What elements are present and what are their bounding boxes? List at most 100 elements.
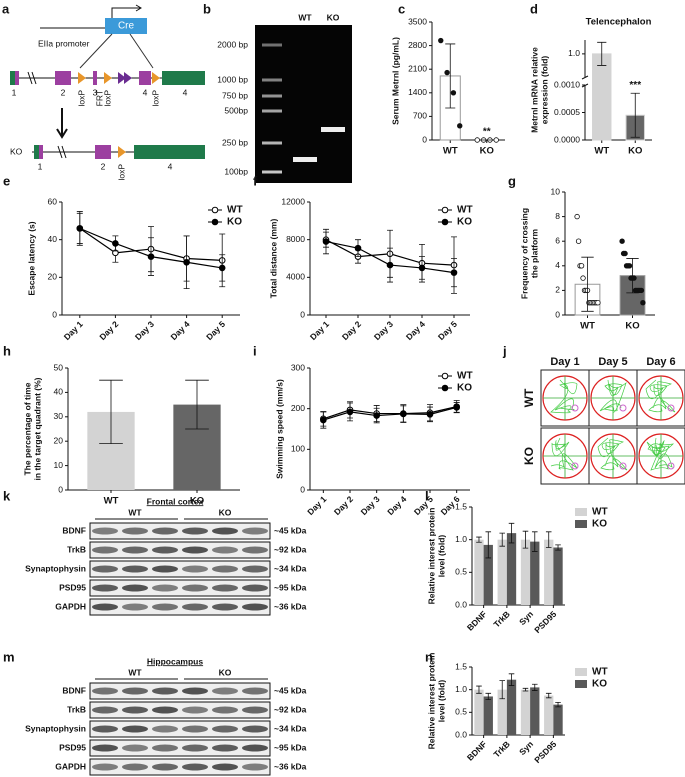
blot-band — [212, 744, 238, 752]
line-marker — [218, 264, 226, 272]
y-axis-label: level (fold) — [436, 680, 446, 723]
data-point — [438, 37, 444, 44]
exon — [15, 71, 19, 85]
quadrant-lines — [591, 376, 635, 420]
bar — [497, 689, 507, 735]
error-bar — [597, 41, 607, 66]
ladder-band — [262, 94, 282, 98]
bar — [544, 539, 554, 605]
legend-marker — [211, 218, 219, 226]
data-point — [640, 300, 646, 306]
y-tick-label: 20 — [54, 435, 64, 445]
loxp-site — [118, 146, 126, 158]
blot-band — [212, 603, 238, 611]
x-tick-label: WT — [580, 321, 595, 332]
marker-label: 2000 bp — [217, 39, 248, 49]
x-tick-label: Syn — [517, 739, 535, 757]
blot-band — [152, 763, 178, 771]
line-marker — [453, 404, 460, 411]
legend-label: KO — [457, 217, 472, 228]
x-tick-label: KO — [480, 146, 494, 157]
blot-strip — [89, 682, 271, 700]
marker-label: 500bp — [224, 105, 248, 115]
frt-label: FRT — [94, 90, 104, 106]
y-axis-label: Swimming speed (mm/s) — [274, 379, 284, 479]
exon — [139, 71, 151, 85]
legend-label: WT — [457, 371, 473, 382]
marker-label: 100bp — [224, 166, 248, 176]
legend-label: WT — [592, 507, 608, 518]
error-bar — [99, 379, 123, 445]
y-tick-label: 0.0000 — [554, 134, 580, 144]
blot-band — [182, 584, 208, 592]
y-axis-label: Relative interest protein — [426, 508, 436, 605]
blot-strip — [89, 560, 271, 578]
legend-label: WT — [592, 667, 608, 678]
blot-band — [242, 687, 268, 695]
blot-band — [242, 546, 268, 554]
blot-band — [122, 763, 148, 771]
x-tick-label: Day 3 — [372, 319, 395, 342]
bar — [553, 547, 563, 605]
ladder-band — [262, 109, 282, 113]
data-point — [578, 263, 585, 269]
y-axis-label: Escape latency (s) — [26, 221, 36, 295]
size-label: ~34 kDa — [274, 723, 307, 733]
blot-band — [242, 527, 268, 535]
blot-band — [182, 603, 208, 611]
data-point — [450, 90, 457, 96]
blot-band — [242, 763, 268, 771]
frt-site — [118, 72, 126, 84]
y-tick-label: 40 — [54, 387, 64, 397]
y-tick-label: 4000 — [286, 272, 305, 282]
blot-band — [182, 763, 208, 771]
y-tick-label: 20 — [48, 272, 58, 282]
size-label: ~34 kDa — [274, 563, 307, 573]
line-marker — [112, 240, 119, 247]
line-marker — [320, 416, 327, 424]
significance-label: *** — [629, 80, 641, 91]
y-tick-label: 4 — [555, 260, 560, 270]
loxp-label: loxP — [76, 90, 86, 107]
blot-band — [92, 725, 118, 733]
x-tick-label: Day 5 — [204, 319, 227, 342]
error-bar — [485, 692, 492, 701]
error-bar — [522, 530, 529, 549]
x-tick-label: WT — [104, 496, 119, 507]
legend-marker — [441, 218, 449, 226]
x-tick-label: KO — [190, 496, 204, 507]
series-line — [323, 406, 457, 420]
promoter-label: EIIa promoter — [38, 38, 90, 48]
blot-band — [152, 584, 178, 592]
legend-label: KO — [227, 217, 242, 228]
error-bar — [581, 256, 594, 312]
y-tick-label: 2100 — [408, 63, 427, 73]
blot-band — [182, 565, 208, 573]
ladder-band — [262, 141, 282, 145]
y-tick-label: 1.0 — [455, 534, 467, 544]
blot-strip — [89, 579, 271, 597]
exon-label: 1 — [38, 161, 43, 171]
blot-band — [92, 603, 118, 611]
y-tick-label: 0.0010 — [554, 79, 580, 89]
line-marker — [400, 410, 407, 418]
error-bar — [485, 531, 492, 559]
size-label: ~45 kDa — [274, 525, 307, 535]
dna-band — [293, 157, 317, 162]
y-tick-label: 0.0 — [455, 599, 467, 609]
legend-label: WT — [227, 205, 243, 216]
bar — [520, 689, 531, 735]
y-tick-label: 1.5 — [455, 501, 467, 511]
group-label: KO — [522, 447, 536, 465]
x-tick-label: Day 3 — [359, 494, 382, 517]
x-tick-label: Day 2 — [340, 319, 363, 342]
size-label: ~92 kDa — [274, 704, 307, 714]
blot-band — [212, 565, 238, 573]
x-tick-label: BDNF — [465, 609, 489, 633]
loxp-site — [104, 72, 112, 84]
size-label: ~36 kDa — [274, 601, 307, 611]
x-tick-label: BDNF — [465, 739, 489, 763]
swim-path — [550, 437, 578, 471]
blot-band — [92, 527, 118, 535]
